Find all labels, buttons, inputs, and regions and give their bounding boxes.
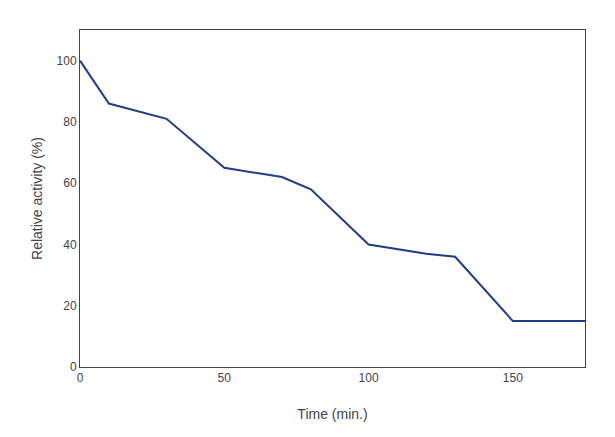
svg-text:40: 40 <box>63 238 77 252</box>
svg-text:50: 50 <box>218 371 232 385</box>
svg-text:100: 100 <box>359 371 379 385</box>
svg-text:Relative activity (%): Relative activity (%) <box>29 137 45 260</box>
svg-text:150: 150 <box>503 371 523 385</box>
svg-text:20: 20 <box>63 299 77 313</box>
svg-text:80: 80 <box>63 115 77 129</box>
svg-text:Time (min.): Time (min.) <box>297 406 367 422</box>
svg-text:100: 100 <box>57 54 77 68</box>
svg-text:60: 60 <box>63 176 77 190</box>
svg-text:0: 0 <box>70 360 77 374</box>
svg-text:0: 0 <box>77 371 84 385</box>
